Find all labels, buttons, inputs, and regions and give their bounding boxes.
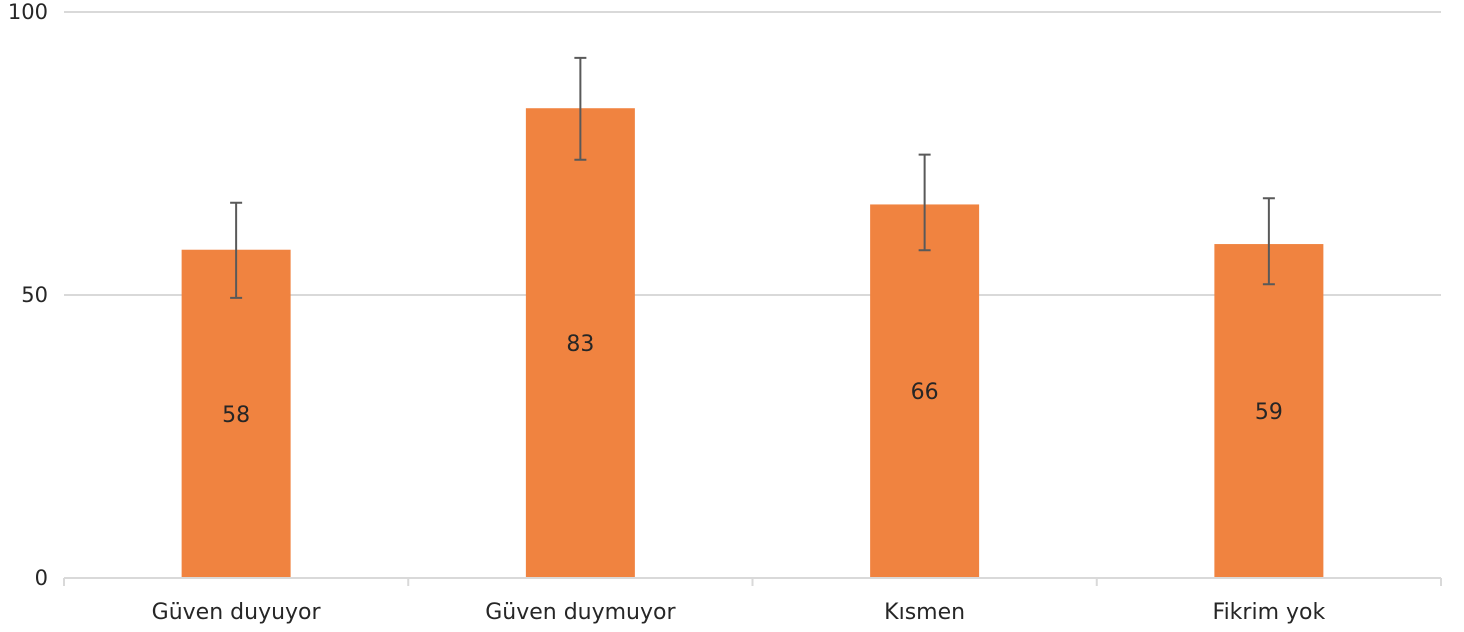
x-tick-label: Kısmen (884, 600, 965, 625)
bars (181, 108, 1324, 578)
y-tick-label: 50 (21, 283, 48, 307)
x-tick-label: Güven duyuyor (152, 600, 322, 625)
y-tick-label: 0 (35, 566, 48, 590)
error-bar (1262, 197, 1275, 286)
gridlines (64, 11, 1441, 296)
data-label: 58 (222, 403, 250, 428)
error-bars (230, 56, 1275, 299)
bar (181, 249, 291, 578)
data-label: 66 (911, 380, 939, 405)
bar (1214, 244, 1324, 578)
error-bar (574, 56, 587, 161)
error-bar (918, 153, 931, 252)
data-label: 59 (1255, 400, 1283, 425)
x-tick-label: Fikrim yok (1213, 600, 1326, 625)
bar (525, 108, 635, 578)
x-tick-label: Güven duymuyor (485, 600, 676, 625)
data-label: 83 (566, 332, 594, 357)
error-bar (230, 201, 243, 299)
y-tick-label: 100 (8, 0, 48, 24)
x-axis (63, 577, 1442, 586)
labels: 0 50 100 58 Güven duyuyor 83 Güven duymuyor 66 K… (8, 0, 1326, 625)
bar (870, 204, 980, 578)
